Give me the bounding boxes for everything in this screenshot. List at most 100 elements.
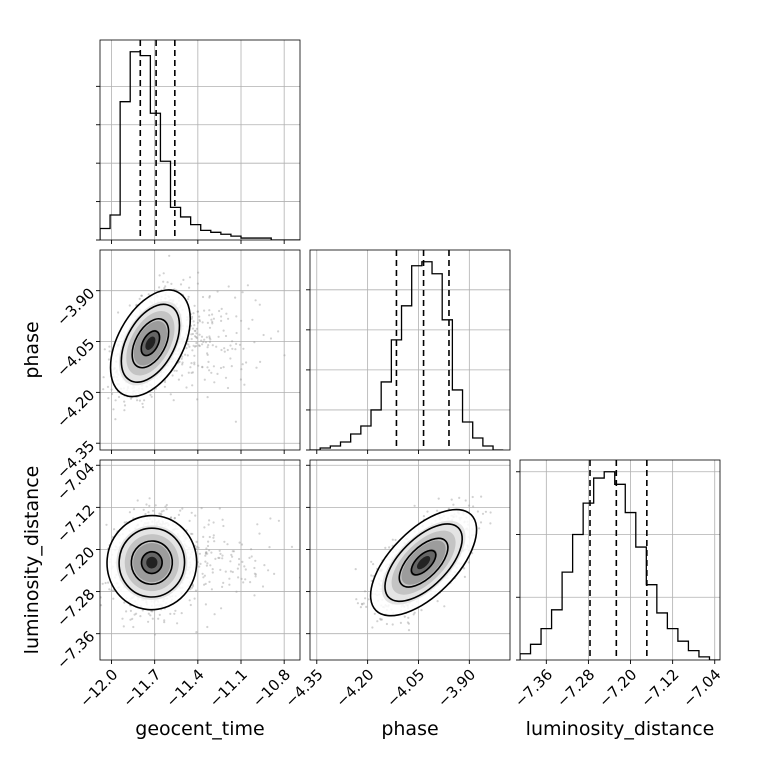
sample-point	[136, 399, 138, 401]
sample-point	[212, 344, 214, 346]
sample-point	[204, 555, 206, 557]
sample-point	[226, 543, 228, 545]
sample-point	[163, 272, 165, 274]
sample-point	[242, 581, 244, 583]
sample-point	[155, 504, 157, 506]
sample-point	[420, 609, 422, 611]
sample-point	[240, 378, 242, 380]
sample-point	[104, 348, 106, 350]
sample-point	[234, 348, 236, 350]
sample-point	[223, 541, 225, 543]
sample-point	[207, 396, 209, 398]
sample-point	[152, 618, 154, 620]
sample-point	[245, 568, 247, 570]
grid-luminosity_distance	[520, 460, 720, 660]
sample-point	[118, 396, 120, 398]
sample-point	[149, 394, 151, 396]
sample-point	[370, 561, 372, 563]
sample-point	[202, 296, 204, 298]
sample-point	[485, 511, 487, 513]
sample-point	[213, 521, 215, 523]
sample-point	[149, 497, 151, 499]
sample-point	[83, 364, 85, 366]
sample-point	[240, 368, 242, 370]
sample-point	[221, 586, 223, 588]
sample-point	[192, 371, 194, 373]
sample-point	[173, 613, 175, 615]
sample-point	[203, 526, 205, 528]
sample-point	[237, 576, 239, 578]
sample-point	[235, 421, 237, 423]
sample-point	[213, 381, 215, 383]
axes-frame-phase	[310, 250, 510, 450]
sample-point	[229, 560, 231, 562]
sample-point	[438, 498, 440, 500]
sample-point	[195, 332, 197, 334]
sample-point	[191, 512, 193, 514]
sample-point	[103, 376, 105, 378]
sample-point	[465, 499, 467, 501]
sample-point	[139, 615, 141, 617]
sample-point	[277, 330, 279, 332]
sample-point	[443, 605, 445, 607]
sample-point	[109, 350, 111, 352]
sample-point	[221, 555, 223, 557]
sample-point	[365, 606, 367, 608]
sample-point	[221, 308, 223, 310]
sample-point	[209, 338, 211, 340]
sample-point	[211, 313, 213, 315]
sample-point	[123, 625, 125, 627]
sample-point	[139, 298, 141, 300]
sample-point	[218, 336, 220, 338]
sample-point	[192, 333, 194, 335]
sample-point	[193, 324, 195, 326]
sample-point	[384, 547, 386, 549]
sample-point	[214, 613, 216, 615]
sample-point	[197, 283, 199, 285]
sample-point	[170, 393, 172, 395]
sample-point	[173, 399, 175, 401]
sample-point	[250, 548, 252, 550]
x-tick-label-luminosity_distance: −7.20	[595, 666, 640, 711]
sample-point	[205, 547, 207, 549]
sample-point	[229, 344, 231, 346]
sample-point	[217, 290, 219, 292]
sample-point	[394, 539, 396, 541]
sample-point	[194, 515, 196, 517]
sample-point	[364, 597, 366, 599]
sample-point	[123, 409, 125, 411]
sample-point	[202, 321, 204, 323]
x-tick-label-luminosity_distance: −7.36	[511, 666, 556, 711]
sample-point	[230, 554, 232, 556]
sample-point	[191, 349, 193, 351]
sample-point	[201, 507, 203, 509]
sample-point	[142, 406, 144, 408]
sample-point	[123, 401, 125, 403]
sample-point	[478, 527, 480, 529]
sample-point	[255, 575, 257, 577]
y-tick-label-luminosity_distance: −7.12	[53, 501, 98, 546]
sample-point	[209, 327, 211, 329]
sample-point	[213, 365, 215, 367]
sample-point	[212, 568, 214, 570]
sample-point	[139, 400, 141, 402]
sample-point	[196, 328, 198, 330]
sample-point	[262, 585, 264, 587]
sample-point	[220, 320, 222, 322]
sample-point	[269, 517, 271, 519]
sample-point	[273, 573, 275, 575]
sample-point	[210, 372, 212, 374]
sample-point	[241, 561, 243, 563]
sample-point	[181, 358, 183, 360]
sample-point	[480, 496, 482, 498]
sample-point	[283, 354, 285, 356]
sample-point	[196, 541, 198, 543]
sample-point	[157, 618, 159, 620]
sample-point	[213, 534, 215, 536]
x-tick-label-geocent_time: −11.4	[163, 666, 208, 711]
sample-point	[163, 621, 165, 623]
sample-point	[219, 550, 221, 552]
sample-point	[205, 341, 207, 343]
sample-point	[151, 396, 153, 398]
